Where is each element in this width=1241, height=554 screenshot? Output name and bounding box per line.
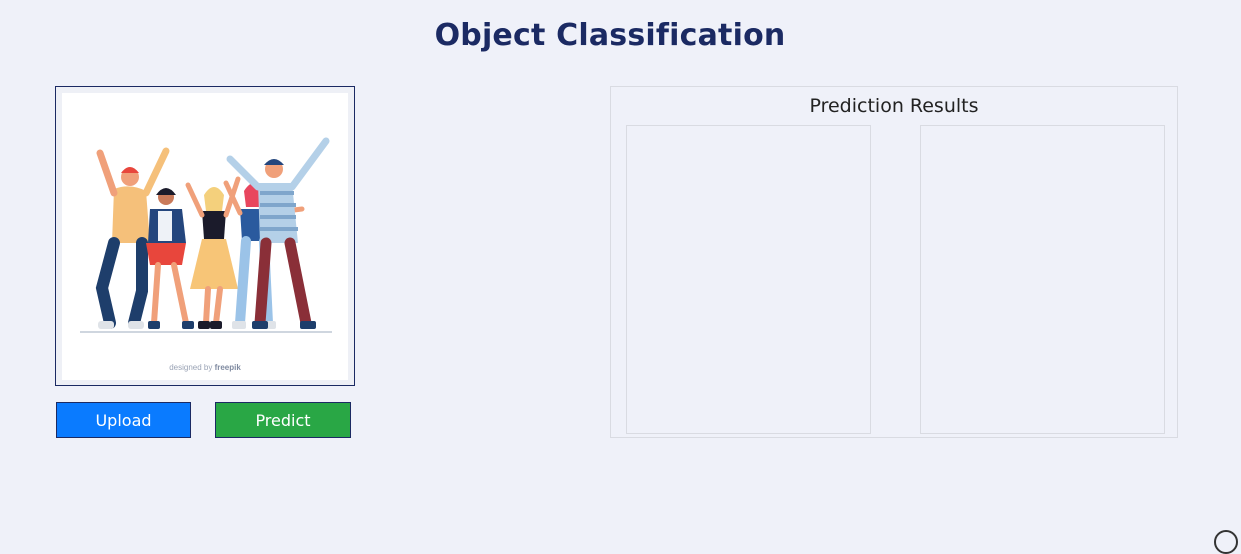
people-illustration [80,137,332,333]
prediction-results-panel: Prediction Results [610,86,1178,438]
uploaded-image: designed by freepik [62,93,348,380]
image-preview: designed by freepik [55,86,355,386]
image-watermark: designed by freepik [62,363,348,372]
result-box-left [626,125,871,434]
results-title: Prediction Results [809,95,979,117]
watermark-prefix: designed by [169,363,213,372]
page-title: Object Classification [434,18,786,53]
result-box-right [920,125,1165,434]
predict-button[interactable]: Predict [215,402,351,438]
watermark-brand: freepik [214,363,241,372]
corner-circle-icon[interactable] [1214,530,1238,554]
upload-button[interactable]: Upload [56,402,191,438]
